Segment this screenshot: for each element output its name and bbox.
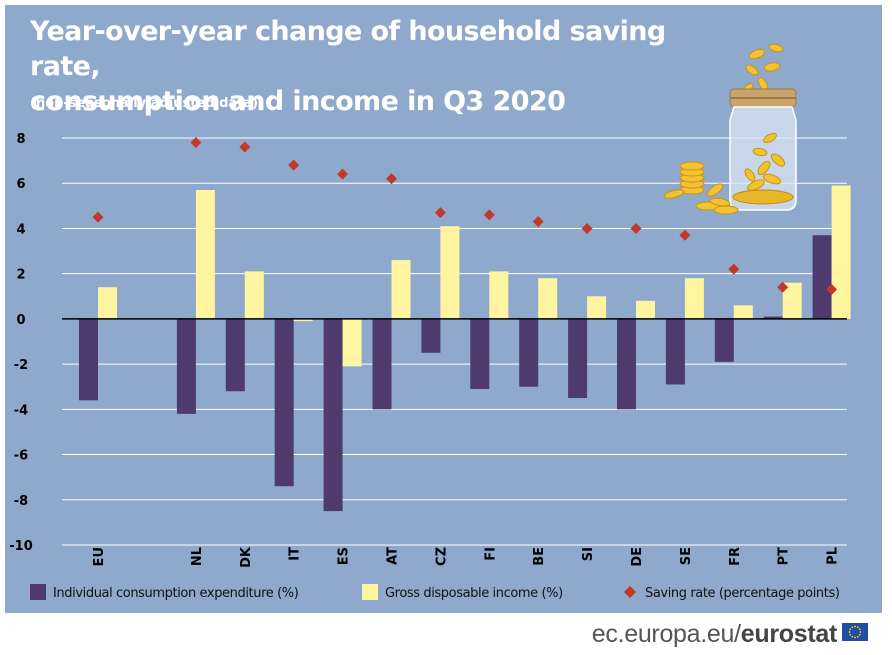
x-tick-label-es: ES — [337, 547, 352, 565]
consumption-bar-eu — [79, 318, 98, 401]
x-tick-label-at: AT — [386, 547, 401, 565]
income-bar-fr — [733, 305, 753, 319]
consumption-bar-nl — [176, 318, 196, 414]
consumption-bar-pl — [812, 235, 832, 319]
x-tick-label-nl: NL — [190, 547, 205, 566]
consumption-bar-be — [519, 318, 539, 387]
saving-rate-marker-eu — [92, 211, 104, 223]
income-bar-cz — [440, 226, 460, 319]
coin-jar-illustration — [663, 43, 797, 215]
y-tick-label: -4 — [14, 403, 28, 418]
x-tick-label-dk: DK — [239, 546, 254, 568]
income-bar-de — [636, 300, 655, 319]
consumption-bar-at — [372, 318, 392, 410]
x-tick-label-fi: FI — [483, 547, 498, 561]
x-tick-label-pl: PL — [826, 547, 841, 565]
legend-label-2: Saving rate (percentage points) — [645, 586, 840, 601]
saving-rate-marker-de — [630, 222, 642, 234]
x-tick-label-pt: PT — [777, 547, 792, 566]
income-bar-se — [684, 278, 704, 319]
y-tick-label: -8 — [14, 494, 28, 509]
saving-rate-marker-es — [337, 168, 349, 180]
x-tick-label-de: DE — [630, 547, 645, 567]
legend-label-0: Individual consumption expenditure (%) — [53, 586, 298, 601]
y-tick-label: -10 — [9, 539, 33, 554]
income-bar-es — [342, 318, 362, 367]
consumption-bar-si — [568, 318, 588, 399]
bar-chart: 8 6 4 2 0 -2 -4 -6 -8 -10 EU NL DK IT ES AT CZ FI BE SI DE S… — [9, 132, 851, 601]
y-tick-label: -2 — [14, 358, 28, 373]
legend-swatch-1 — [362, 584, 378, 600]
y-tick-label: 8 — [16, 132, 25, 147]
chart-title-line-2: consumption and income in Q3 2020 — [30, 86, 566, 117]
income-bar-be — [538, 278, 558, 319]
income-bar-pt — [782, 282, 802, 319]
income-bar-si — [587, 296, 607, 319]
chart-title-line-1: Year-over-year change of household savin… — [30, 16, 666, 82]
x-tick-label-se: SE — [679, 547, 694, 565]
y-tick-label: 4 — [16, 222, 25, 237]
saving-rate-marker-fr — [728, 263, 740, 275]
income-bar-eu — [98, 287, 117, 319]
saving-rate-markers — [92, 137, 838, 295]
saving-rate-marker-fi — [483, 209, 495, 221]
legend-swatch-2 — [624, 586, 636, 598]
eu-flag-icon — [842, 623, 868, 641]
footer-site: ec.europa.eu/ — [591, 620, 741, 648]
consumption-bar-fr — [714, 318, 734, 362]
y-tick-labels: 8 6 4 2 0 -2 -4 -6 -8 -10 — [9, 132, 33, 554]
saving-rate-marker-si — [581, 222, 593, 234]
saving-rate-marker-be — [532, 216, 544, 228]
legend-swatch-0 — [30, 584, 46, 600]
consumption-bar-dk — [225, 318, 245, 392]
saving-rate-marker-pt — [777, 281, 789, 293]
x-tick-label-eu: EU — [92, 547, 107, 566]
income-bar-dk — [244, 271, 264, 319]
legend-label-1: Gross disposable income (%) — [385, 586, 563, 601]
chart-title: Year-over-year change of household savin… — [30, 14, 690, 119]
income-bar-it — [293, 318, 313, 322]
saving-rate-marker-cz — [434, 207, 446, 219]
consumption-bar-fi — [470, 318, 490, 389]
chart-subtitle: (non-seasonally adjusted data) — [30, 96, 259, 111]
x-tick-label-si: SI — [581, 547, 596, 561]
income-bar-nl — [195, 190, 215, 319]
saving-rate-marker-nl — [190, 137, 202, 149]
x-tick-label-cz: CZ — [434, 547, 449, 566]
saving-rate-marker-dk — [239, 141, 251, 153]
saving-rate-marker-it — [288, 159, 300, 171]
legend: Individual consumption expenditure (%) Gr… — [30, 584, 840, 601]
saving-rate-marker-pl — [826, 283, 838, 295]
x-tick-labels: EU NL DK IT ES AT CZ FI BE SI DE SE FR PT PL — [92, 546, 841, 568]
gridlines — [62, 137, 847, 546]
consumption-bar-it — [274, 318, 294, 487]
consumption-bar-de — [617, 318, 636, 410]
footer-source: ec.europa.eu/eurostat — [591, 620, 838, 649]
footer-brand: eurostat — [740, 620, 838, 648]
consumption-bar-cz — [421, 318, 441, 353]
y-tick-label: 2 — [16, 268, 25, 283]
y-tick-label: 0 — [16, 313, 25, 328]
consumption-bar-pt — [763, 316, 783, 319]
y-tick-label: 6 — [16, 177, 25, 192]
income-bar-fi — [489, 271, 509, 319]
income-bar-pl — [831, 185, 851, 319]
x-tick-label-be: BE — [532, 547, 547, 566]
saving-rate-marker-at — [386, 173, 397, 185]
x-tick-label-fr: FR — [728, 547, 743, 566]
bars — [79, 185, 851, 512]
consumption-bar-se — [665, 318, 685, 385]
income-bar-at — [391, 260, 411, 319]
consumption-bar-es — [323, 318, 343, 512]
y-tick-label: -6 — [14, 449, 28, 464]
saving-rate-marker-se — [679, 229, 691, 241]
x-tick-label-it: IT — [288, 547, 303, 561]
